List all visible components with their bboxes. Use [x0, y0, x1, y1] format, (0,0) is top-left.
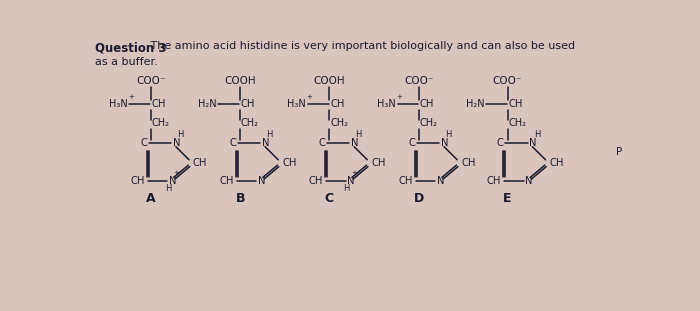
Text: C: C: [325, 192, 334, 205]
Text: CH: CH: [220, 175, 234, 186]
Text: H₂N: H₂N: [198, 99, 217, 109]
Text: CH: CH: [330, 99, 344, 109]
Text: CH₂: CH₂: [241, 118, 259, 128]
Text: N: N: [169, 175, 176, 186]
Text: CH: CH: [550, 158, 564, 168]
Text: N: N: [347, 175, 355, 186]
Text: CH: CH: [398, 175, 413, 186]
Text: COO⁻: COO⁻: [405, 76, 434, 86]
Text: N: N: [529, 138, 537, 148]
Text: H: H: [177, 130, 183, 139]
Text: A: A: [146, 192, 156, 205]
Text: N: N: [526, 175, 533, 186]
Text: H₃N: H₃N: [287, 99, 306, 109]
Text: C: C: [409, 138, 415, 148]
Text: +: +: [396, 94, 402, 100]
Text: H: H: [343, 184, 349, 193]
Text: CH: CH: [241, 99, 256, 109]
Text: N: N: [351, 138, 358, 148]
Text: COO⁻: COO⁻: [136, 76, 166, 86]
Text: C: C: [140, 138, 147, 148]
Text: The amino acid histidine is very important biologically and can also be used: The amino acid histidine is very importa…: [147, 41, 575, 51]
Text: CH₂: CH₂: [152, 118, 170, 128]
Text: CH: CH: [420, 99, 434, 109]
Text: H: H: [534, 130, 540, 139]
Text: N: N: [173, 138, 181, 148]
Text: E: E: [503, 192, 512, 205]
Text: C: C: [230, 138, 237, 148]
Text: COOH: COOH: [225, 76, 256, 86]
Text: N: N: [437, 175, 444, 186]
Text: C: C: [497, 138, 504, 148]
Text: H₂N: H₂N: [466, 99, 484, 109]
Text: +: +: [307, 94, 312, 100]
Text: D: D: [414, 192, 424, 205]
Text: as a buffer.: as a buffer.: [95, 57, 158, 67]
Text: CH₂: CH₂: [330, 118, 348, 128]
Text: CH: CH: [193, 158, 207, 168]
Text: CH₂: CH₂: [420, 118, 438, 128]
Text: H₃N: H₃N: [109, 99, 128, 109]
Text: COOH: COOH: [314, 76, 345, 86]
Text: H: H: [356, 130, 362, 139]
Text: CH: CH: [282, 158, 296, 168]
Text: CH: CH: [371, 158, 386, 168]
Text: CH: CH: [487, 175, 501, 186]
Text: N: N: [258, 175, 265, 186]
Text: H: H: [267, 130, 273, 139]
Text: C: C: [318, 138, 326, 148]
Text: N: N: [441, 138, 449, 148]
Text: B: B: [235, 192, 245, 205]
Text: +: +: [128, 94, 134, 100]
Text: CH: CH: [461, 158, 475, 168]
Text: P: P: [616, 147, 622, 157]
Text: CH: CH: [130, 175, 145, 186]
Text: H: H: [165, 184, 172, 193]
Text: H₃N: H₃N: [377, 99, 396, 109]
Text: COO⁻: COO⁻: [493, 76, 522, 86]
Text: Question 3: Question 3: [95, 41, 167, 54]
Text: CH₂: CH₂: [508, 118, 526, 128]
Text: +: +: [351, 170, 357, 176]
Text: CH: CH: [152, 99, 166, 109]
Text: CH: CH: [508, 99, 523, 109]
Text: CH: CH: [309, 175, 323, 186]
Text: N: N: [262, 138, 270, 148]
Text: +: +: [173, 170, 178, 176]
Text: H: H: [445, 130, 452, 139]
